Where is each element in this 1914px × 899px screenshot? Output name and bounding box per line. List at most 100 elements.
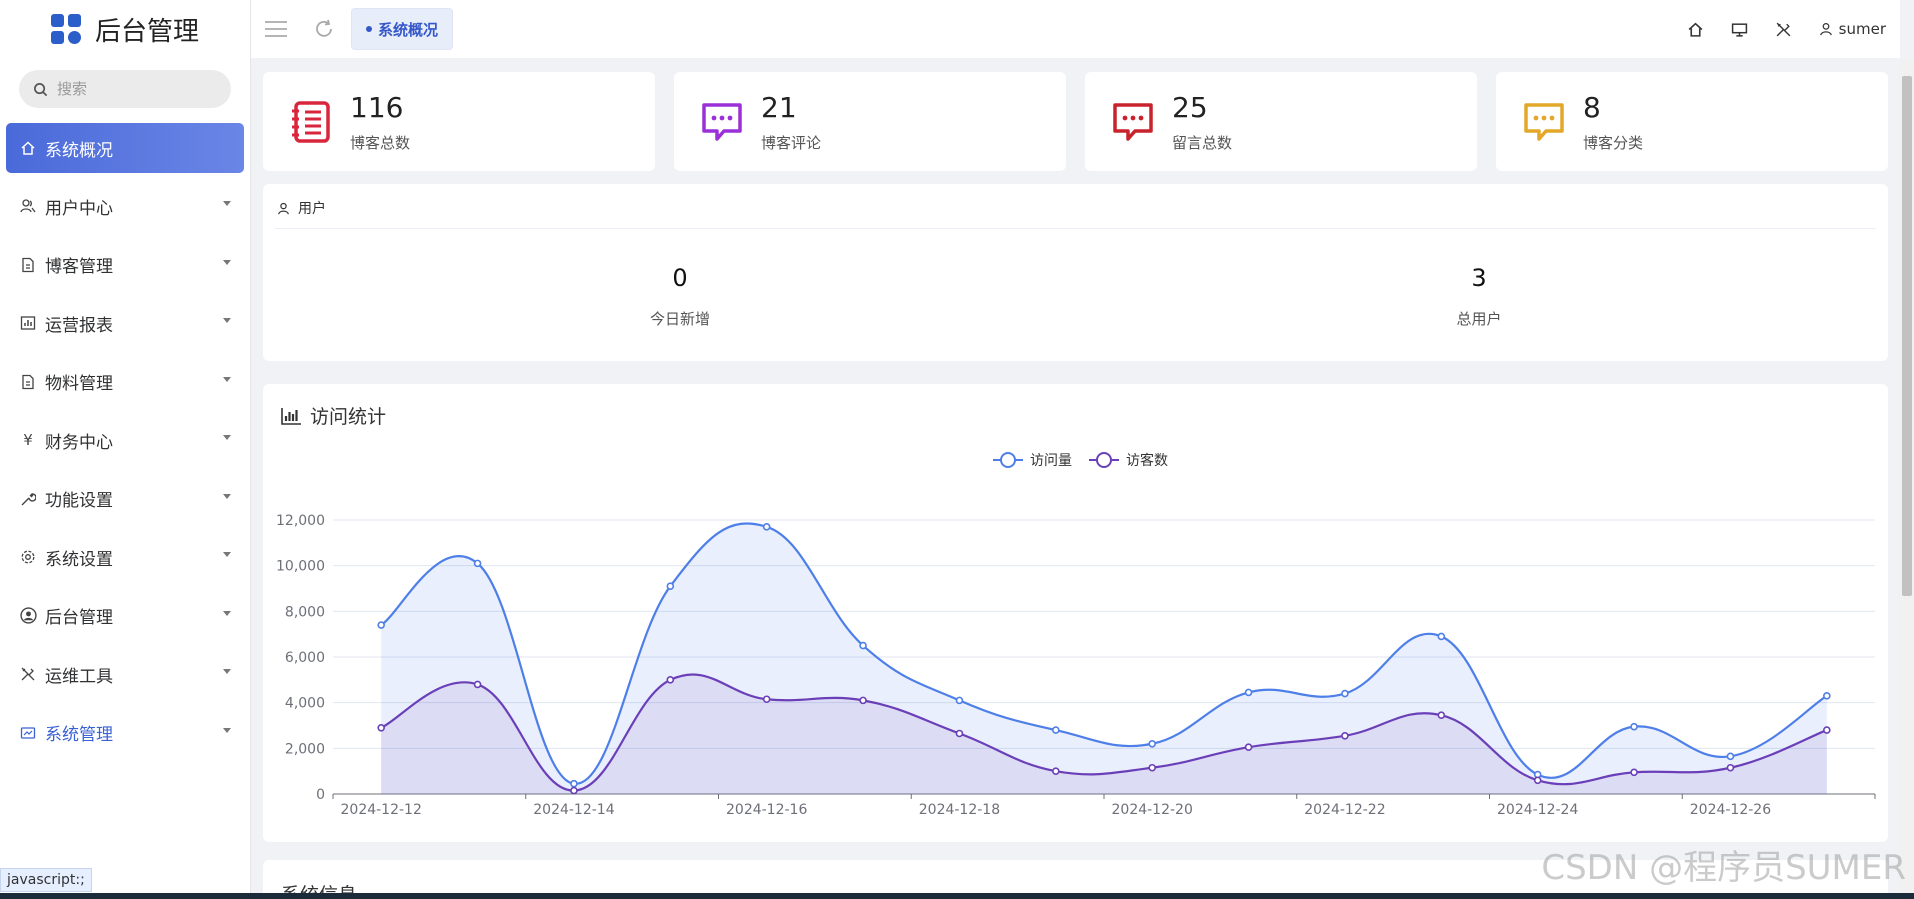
sidebar-item-blog[interactable]: 博客管理 [0, 236, 250, 295]
active-dot-icon [366, 26, 372, 32]
data-point [1726, 763, 1735, 772]
comment-icon [1113, 102, 1153, 141]
sidebar-item-label: 物料管理 [45, 374, 113, 395]
x-tick-label: 2024-12-16 [726, 802, 807, 818]
sidebar-menu: 系统概况 用户中心 博客管理 运营报表 物料管理 [0, 123, 250, 762]
sidebar: 后台管理 系统概况 用户中心 博客管理 运营报表 [0, 0, 251, 899]
data-point [859, 696, 867, 705]
search-icon [34, 82, 48, 96]
y-tick-label: 6,000 [285, 650, 325, 666]
y-tick-label: 8,000 [285, 604, 325, 620]
legend-label: 访问量 [1030, 453, 1072, 469]
x-tick-label: 2024-12-24 [1497, 802, 1578, 818]
wrench-icon [19, 490, 37, 508]
stat-value: 116 [350, 90, 404, 124]
sidebar-item-system-settings[interactable]: 系统设置 [0, 528, 250, 587]
scrollbar-thumb[interactable] [1902, 76, 1912, 596]
divider [275, 228, 1876, 229]
stat-card-categories: 8 博客分类 [1496, 72, 1888, 171]
sidebar-item-admin[interactable]: 后台管理 [0, 587, 250, 646]
chevron-down-icon [223, 259, 231, 265]
x-tick-label: 2024-12-18 [919, 802, 1000, 818]
sidebar-item-label: 运维工具 [45, 666, 113, 687]
legend-marker [1000, 452, 1016, 468]
sidebar-item-materials[interactable]: 物料管理 [0, 353, 250, 412]
sidebar-item-ops-tools[interactable]: 运维工具 [0, 645, 250, 704]
chevron-down-icon [223, 493, 231, 499]
data-point [1630, 768, 1638, 777]
data-point [1437, 711, 1446, 720]
chart-icon [281, 407, 301, 425]
stat-label: 博客总数 [350, 133, 411, 152]
x-tick-label: 2024-12-26 [1690, 802, 1771, 818]
sidebar-item-label: 运营报表 [45, 315, 113, 336]
data-point [1437, 632, 1446, 641]
stat-label: 博客分类 [1583, 133, 1644, 152]
y-tick-label: 0 [316, 787, 325, 803]
sidebar-item-user-center[interactable]: 用户中心 [0, 177, 250, 236]
sidebar-item-overview[interactable]: 系统概况 [6, 123, 244, 173]
search-input[interactable] [57, 80, 217, 98]
menu-toggle-icon[interactable] [265, 21, 287, 37]
data-point [955, 729, 964, 738]
chevron-down-icon [223, 669, 231, 674]
users-icon [19, 197, 37, 215]
chart-title: 访问统计 [310, 406, 387, 428]
user-menu[interactable]: sumer [1819, 20, 1886, 38]
data-point [762, 523, 771, 531]
logo[interactable]: 后台管理 [0, 0, 250, 58]
stat-card-comments: 21 博客评论 [674, 72, 1066, 171]
sidebar-item-features[interactable]: 功能设置 [0, 470, 250, 529]
document-icon [19, 373, 37, 391]
y-tick-label: 10,000 [276, 559, 325, 575]
tab-overview[interactable]: 系统概况 [351, 8, 454, 50]
data-point [1533, 776, 1542, 785]
monitor-icon [19, 724, 37, 742]
stat-value: 21 [761, 90, 797, 124]
chevron-down-icon [223, 610, 231, 616]
chevron-down-icon [223, 376, 231, 382]
sidebar-item-system-management[interactable]: 系统管理 [0, 704, 250, 763]
sidebar-item-reports[interactable]: 运营报表 [0, 294, 250, 353]
legend-marker [1096, 452, 1112, 468]
stat-card-blogs: 116 博客总数 [263, 72, 655, 171]
home-icon[interactable] [1687, 20, 1705, 38]
gear-icon [19, 548, 37, 566]
browser-status-bar: javascript:; [0, 868, 92, 892]
monitor-icon[interactable] [1731, 20, 1749, 38]
data-point [666, 582, 675, 591]
sidebar-item-finance[interactable]: ¥ 财务中心 [0, 411, 250, 470]
stat-card-messages: 25 留言总数 [1085, 72, 1477, 171]
home-icon [19, 139, 37, 157]
chevron-down-icon [223, 435, 231, 440]
sidebar-item-label: 系统设置 [45, 549, 113, 570]
page-scrollbar[interactable] [1900, 58, 1914, 899]
comment-icon [1524, 102, 1564, 141]
search-box[interactable] [19, 70, 231, 108]
taskbar [0, 893, 1914, 899]
main-content: 116 博客总数 21 博客评论 25 留言总数 8 博客分类 用户 0 今日新增 [251, 58, 1900, 899]
total-users: 3 总用户 [1379, 264, 1579, 329]
sidebar-item-label: 系统概况 [45, 140, 113, 161]
data-point [473, 680, 482, 689]
stat-value: 8 [1583, 90, 1601, 124]
data-point [955, 696, 964, 705]
x-tick-label: 2024-12-22 [1304, 802, 1385, 818]
user-circle-icon [19, 607, 37, 625]
data-point [377, 621, 385, 629]
chevron-down-icon [223, 727, 231, 733]
total-users-value: 3 [1471, 264, 1487, 292]
refresh-icon[interactable] [313, 18, 335, 40]
series-area [381, 523, 1827, 794]
users-panel: 用户 0 今日新增 3 总用户 [263, 184, 1888, 361]
tools-icon[interactable] [1775, 20, 1793, 38]
visit-chart: 0 2,000 4,000 6,000 8,000 10,000 12,000 2024-12… [276, 452, 1876, 818]
apps-logo-icon [50, 14, 81, 44]
total-users-label: 总用户 [1456, 310, 1502, 328]
comment-icon [702, 102, 742, 141]
document-icon [19, 256, 37, 274]
watermark: CSDN @程序员SUMER [1541, 848, 1906, 888]
y-tick-label: 4,000 [285, 696, 325, 712]
data-point [1341, 689, 1349, 698]
